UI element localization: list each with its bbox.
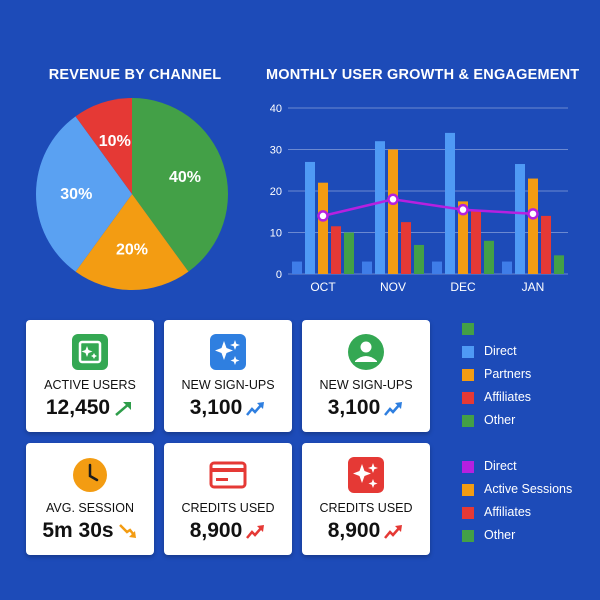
- line-point: [527, 208, 539, 220]
- y-tick-label: 40: [270, 103, 282, 115]
- kpi-card-active-users[interactable]: ACTIVE USERS 12,450: [26, 320, 154, 432]
- bar: [541, 215, 551, 274]
- line-series: [322, 198, 534, 218]
- bar: [318, 182, 328, 274]
- bar: [458, 201, 468, 274]
- kpi-card-new-sign-ups-2[interactable]: NEW SIGN-UPS 3,100: [302, 320, 430, 432]
- kpi-card-new-sign-ups[interactable]: NEW SIGN-UPS 3,100: [164, 320, 292, 432]
- revenue-pie-chart: 40% 20% 30% 10%: [35, 98, 229, 291]
- legend-swatch: [462, 461, 474, 473]
- card-label: CREDITS USED: [181, 501, 275, 515]
- legend-label: Affiliates: [484, 390, 532, 404]
- y-tick-label: 10: [270, 228, 282, 240]
- pie-slice: [35, 116, 132, 272]
- trend-up-wavy-icon: [384, 402, 403, 416]
- legend-swatch: [462, 484, 474, 496]
- legend-swatch: [462, 530, 474, 542]
- kpi-card-credits-used[interactable]: CREDITS USED 8,900: [164, 443, 292, 555]
- bar: [401, 222, 411, 274]
- card-value: 12,450: [45, 396, 111, 419]
- line-point: [457, 203, 469, 216]
- pie-slice-label: 10%: [99, 133, 131, 150]
- legend-swatch: [462, 369, 474, 381]
- line-point: [317, 210, 329, 222]
- legend-swatch: [462, 415, 474, 427]
- x-tick-label: JAN: [522, 280, 545, 294]
- card-label: AVG. SESSION: [46, 501, 134, 515]
- bar: [292, 261, 302, 274]
- card-value: 8,900: [189, 519, 243, 542]
- legend-swatch: [462, 507, 474, 519]
- trend-up-icon: [115, 402, 132, 416]
- pie-slice-label: 30%: [60, 186, 92, 203]
- kpi-card-credits-used-2[interactable]: CREDITS USED 8,900: [302, 443, 430, 555]
- bar: [362, 261, 372, 274]
- legend-swatch: [462, 392, 474, 404]
- pie-slice: [75, 194, 189, 291]
- card-value: 8,900: [327, 519, 381, 542]
- user-growth-bar-chart: 0 10 20 30 40 OCT NOV DEC JAN: [270, 103, 568, 294]
- sparkle-icon: [208, 332, 248, 372]
- pie-slice: [75, 98, 132, 194]
- bar: [305, 161, 315, 274]
- legend-label: Direct: [484, 459, 517, 473]
- y-tick-label: 20: [270, 186, 282, 198]
- legend-label: Active Sessions: [484, 482, 573, 496]
- line-point: [387, 193, 399, 206]
- bar: [344, 232, 354, 274]
- card-label: NEW SIGN-UPS: [319, 378, 413, 392]
- bar: [388, 149, 398, 274]
- legend-swatch: [462, 346, 474, 358]
- trend-up-wavy-icon: [246, 525, 265, 539]
- legend-label: Other: [484, 528, 516, 542]
- legend-label: Other: [484, 413, 516, 427]
- bar: [515, 164, 525, 274]
- credit-card-icon: [208, 455, 248, 495]
- card-label: ACTIVE USERS: [44, 378, 136, 392]
- x-tick-label: DEC: [450, 280, 476, 294]
- legend-label: Direct: [484, 344, 517, 358]
- card-label: NEW SIGN-UPS: [181, 378, 275, 392]
- pie-chart-title: REVENUE BY CHANNEL: [48, 67, 222, 83]
- trend-up-wavy-icon: [246, 402, 265, 416]
- bar: [554, 255, 564, 274]
- clock-icon: [70, 455, 110, 495]
- pie-slice-label: 20%: [116, 242, 148, 259]
- card-value: 3,100: [189, 396, 243, 419]
- bar: [432, 261, 442, 274]
- card-label: CREDITS USED: [319, 501, 413, 515]
- trend-up-wavy-icon: [384, 525, 403, 539]
- bar: [445, 132, 455, 274]
- bar: [471, 209, 481, 274]
- bar: [484, 240, 494, 274]
- card-value: 3,100: [327, 396, 381, 419]
- legend-swatch: [462, 323, 474, 335]
- legend-label: Affiliates: [484, 505, 532, 519]
- card-value: 5m 30s: [42, 519, 114, 542]
- pie-slice: [132, 98, 229, 272]
- bar-chart-title: MONTHLY USER GROWTH & ENGAGEMENT: [266, 67, 580, 83]
- sparkle-icon: [346, 455, 386, 495]
- x-tick-label: OCT: [310, 280, 336, 294]
- pie-slice-label: 40%: [169, 169, 201, 186]
- bar: [375, 141, 385, 274]
- bar: [502, 261, 512, 274]
- x-tick-label: NOV: [380, 280, 406, 294]
- bar: [528, 178, 538, 274]
- y-tick-label: 0: [276, 269, 282, 281]
- trend-down-icon: [118, 524, 136, 538]
- legend-label: Partners: [484, 367, 532, 381]
- bar: [331, 226, 341, 274]
- kpi-card-avg-session[interactable]: AVG. SESSION 5m 30s: [26, 443, 154, 555]
- user-icon: [346, 332, 386, 372]
- image-sparkle-icon: [70, 332, 110, 372]
- bar: [414, 244, 424, 274]
- y-tick-label: 30: [270, 145, 282, 157]
